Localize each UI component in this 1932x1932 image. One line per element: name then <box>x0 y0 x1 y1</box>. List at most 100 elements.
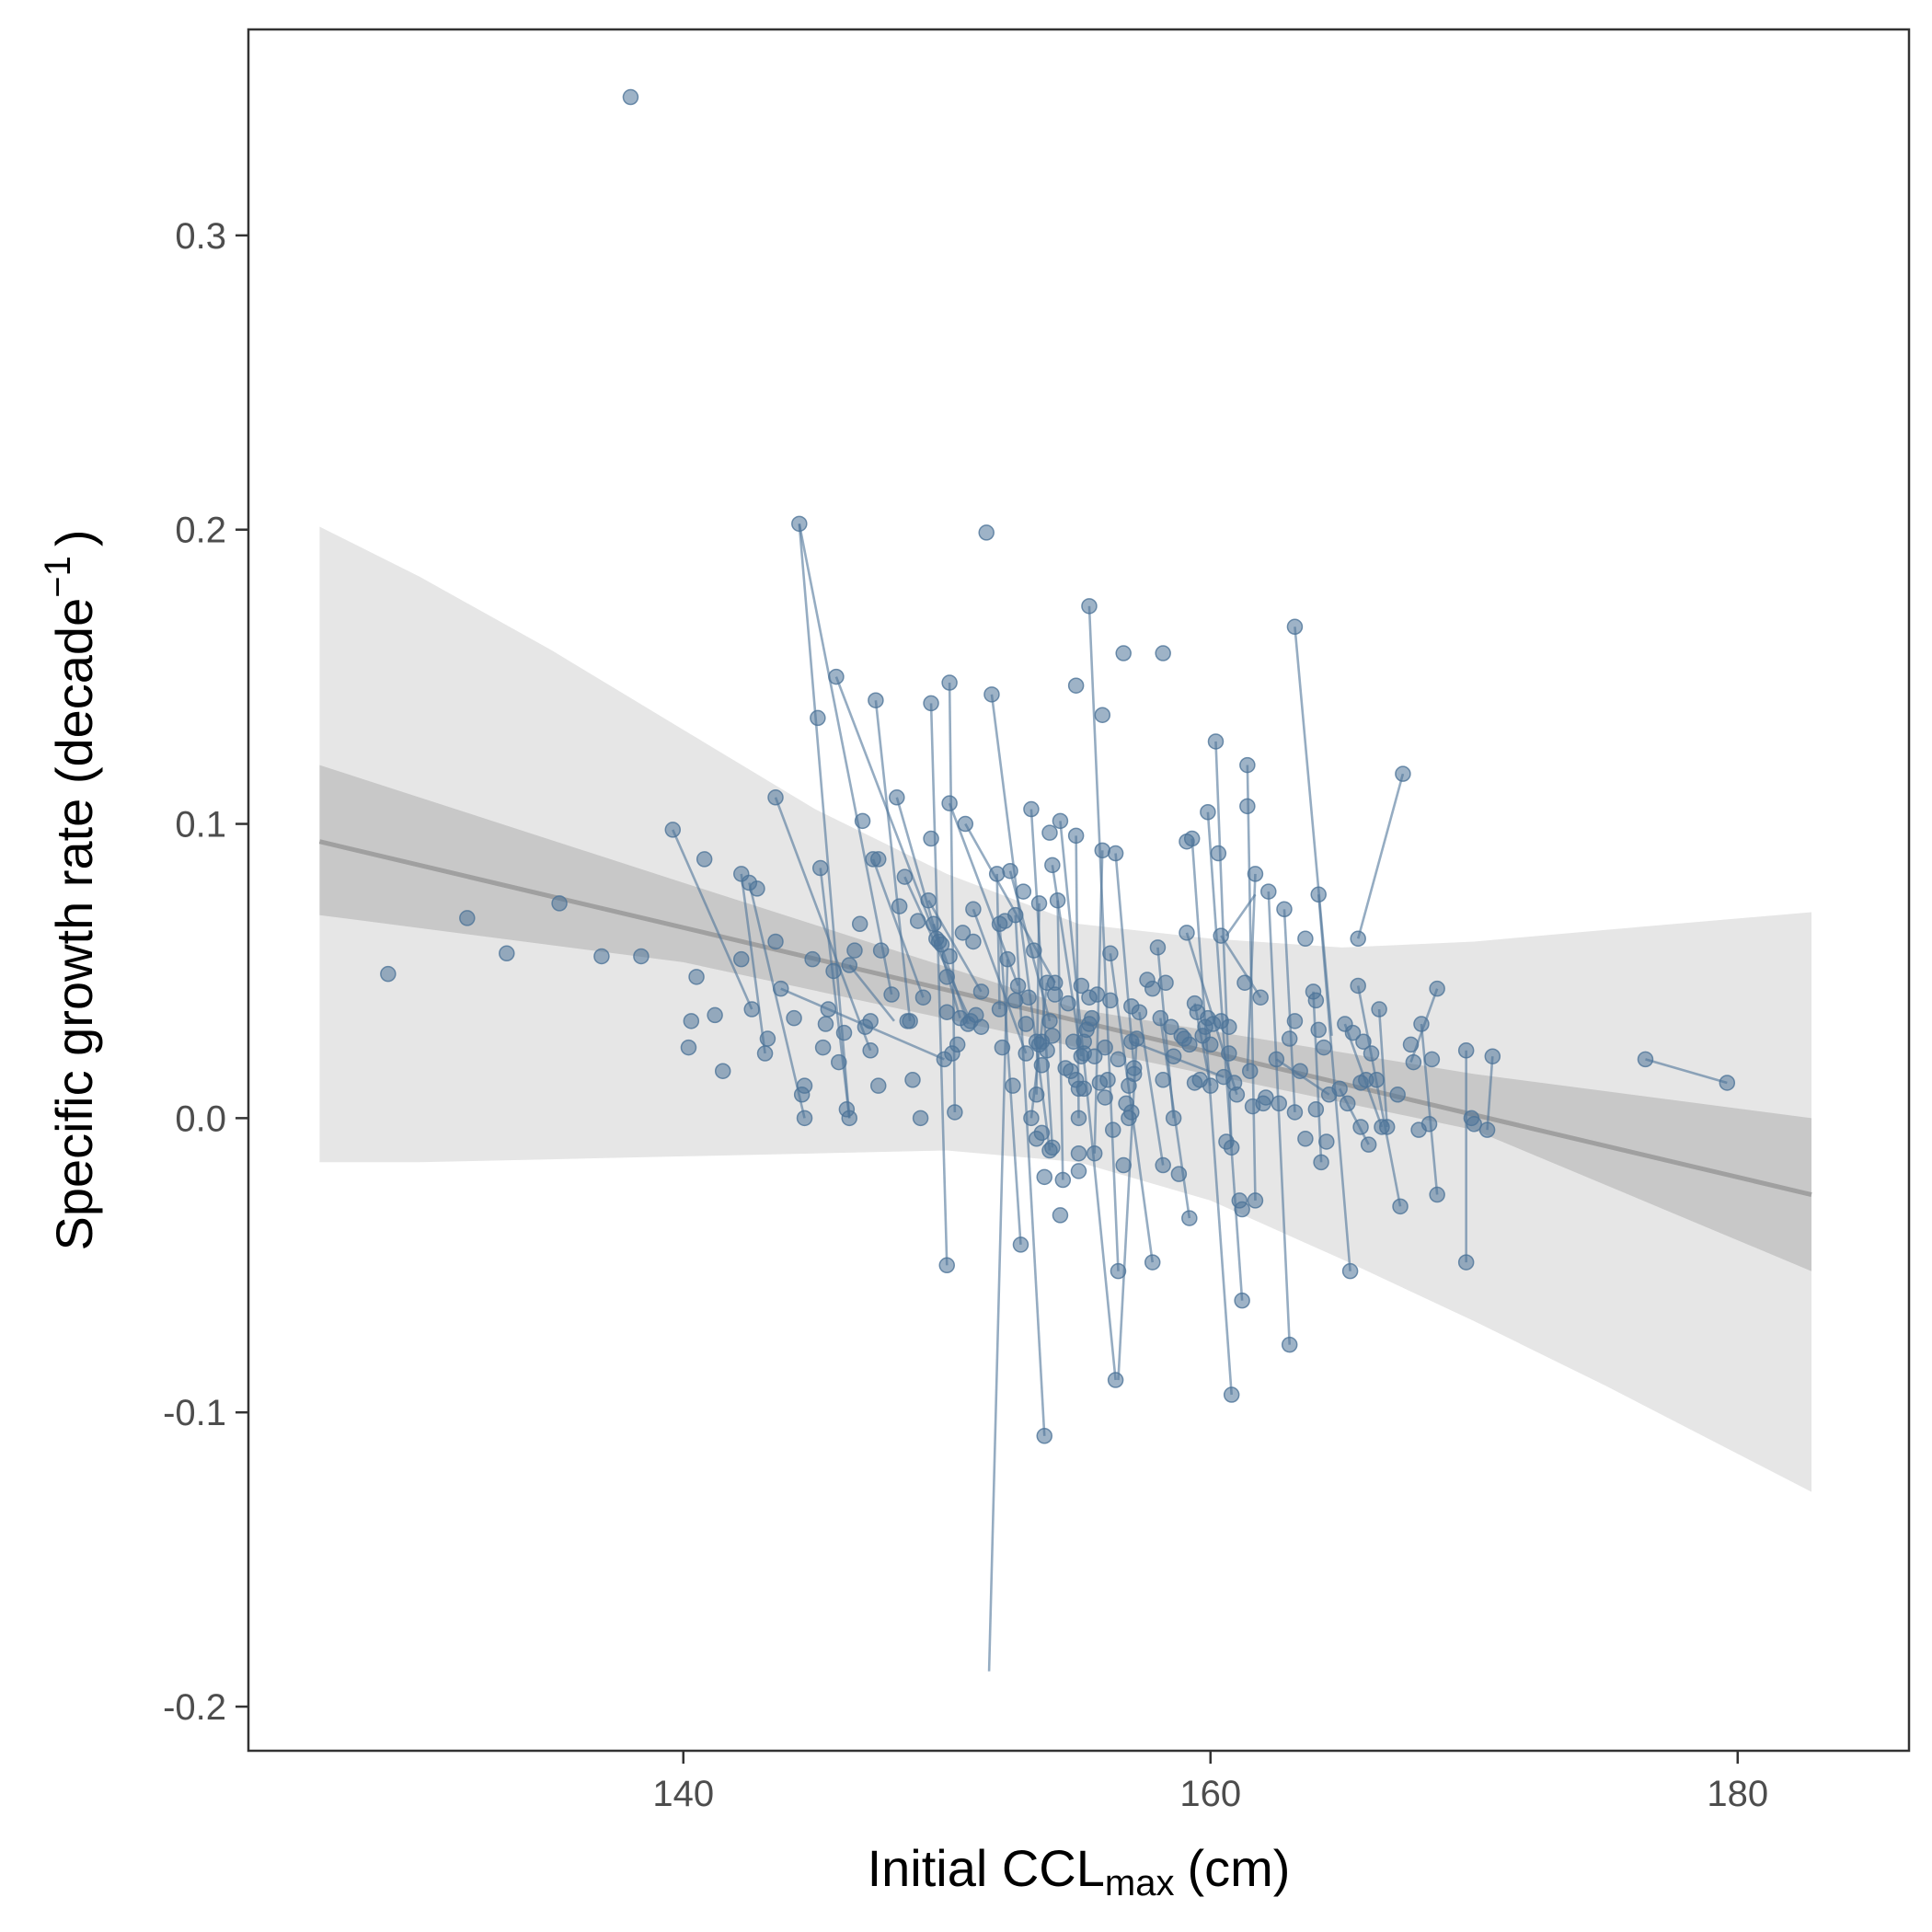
individual-track-line <box>1246 873 1257 1072</box>
data-point <box>1286 618 1304 636</box>
data-point <box>1015 883 1032 900</box>
y-tick-label: 0.0 <box>175 1098 226 1139</box>
data-point <box>851 915 868 933</box>
data-point <box>870 851 887 868</box>
data-point <box>767 789 784 806</box>
data-point <box>1310 1021 1327 1039</box>
data-point <box>633 948 650 965</box>
x-axis-title-subscript: max <box>1105 1863 1175 1903</box>
data-point <box>1036 1168 1053 1186</box>
data-point <box>1413 1016 1430 1032</box>
y-axis-title-superscript: −1 <box>38 556 78 598</box>
individual-track-line <box>1312 991 1323 1163</box>
data-point <box>972 983 990 1000</box>
data-point <box>831 1053 847 1071</box>
data-point <box>1020 989 1037 1006</box>
data-point <box>1307 1101 1325 1118</box>
data-point <box>902 1013 918 1029</box>
data-point <box>1073 977 1090 995</box>
data-point <box>957 815 974 833</box>
data-point <box>1210 845 1227 862</box>
data-point <box>820 1001 837 1018</box>
data-point <box>1368 1072 1386 1088</box>
data-point <box>1637 1051 1654 1068</box>
data-point <box>954 925 972 941</box>
data-point <box>1030 895 1048 912</box>
data-point <box>999 950 1016 968</box>
individual-track-line <box>1117 1038 1138 1381</box>
data-point <box>949 1036 966 1053</box>
data-point <box>1484 1048 1501 1064</box>
data-point <box>1181 1210 1198 1226</box>
data-point <box>1360 1136 1377 1153</box>
data-point <box>904 1072 921 1088</box>
x-axis-ticks: 140 160 180 <box>652 1751 1768 1814</box>
data-point <box>593 948 610 965</box>
data-point <box>1429 980 1445 997</box>
data-point <box>1286 1013 1304 1029</box>
data-point <box>814 1039 832 1056</box>
data-point <box>1341 1262 1359 1280</box>
y-tick-label: -0.1 <box>163 1393 226 1433</box>
data-point <box>707 1006 723 1024</box>
data-point <box>938 1004 955 1020</box>
individual-track-line <box>1190 838 1233 1396</box>
y-axis-ticks: -0.2 -0.1 0.0 0.1 0.2 0.3 <box>163 216 248 1728</box>
data-point <box>1041 1013 1058 1029</box>
data-point <box>1125 1060 1143 1076</box>
data-point <box>1107 845 1124 862</box>
data-point <box>683 1013 700 1029</box>
individual-track-line <box>871 858 925 998</box>
individual-track-line <box>1377 1008 1389 1128</box>
data-point <box>1405 1053 1422 1071</box>
individual-track-line <box>1225 893 1257 937</box>
data-point <box>1281 1336 1298 1353</box>
data-point <box>1128 1030 1145 1047</box>
data-point <box>1316 1039 1332 1056</box>
data-point <box>767 933 784 950</box>
data-point <box>1363 1045 1380 1062</box>
data-point <box>1152 1009 1169 1027</box>
data-point <box>1070 1144 1087 1162</box>
data-point <box>1123 1104 1140 1121</box>
data-point <box>1149 939 1167 956</box>
data-point <box>1102 992 1119 1009</box>
x-tick-label: 180 <box>1707 1774 1768 1814</box>
data-point <box>914 989 932 1006</box>
data-point <box>1268 1051 1285 1068</box>
data-point <box>664 822 682 838</box>
data-point <box>1392 1198 1409 1215</box>
data-point <box>923 830 939 847</box>
y-tick-label: 0.3 <box>175 216 226 257</box>
data-point <box>1170 1166 1188 1182</box>
x-axis-title: Initial CCLmax (cm) <box>868 1839 1291 1903</box>
data-point <box>1223 1386 1240 1403</box>
data-point <box>883 986 900 1003</box>
individual-track-line <box>1645 1058 1728 1085</box>
data-point <box>896 868 914 885</box>
data-point <box>1239 798 1256 815</box>
y-tick-label: 0.1 <box>175 805 226 845</box>
data-point <box>938 969 955 985</box>
data-point <box>499 945 515 962</box>
data-point <box>380 965 397 983</box>
data-point <box>1429 1186 1445 1203</box>
data-point <box>1344 1024 1362 1041</box>
y-axis-title-suffix: ) <box>45 530 103 547</box>
data-point <box>1084 1009 1100 1027</box>
data-point <box>835 1024 853 1041</box>
data-point <box>1331 1080 1348 1098</box>
data-point <box>756 1045 774 1062</box>
data-point <box>817 1016 834 1032</box>
individual-track-line <box>774 797 872 1052</box>
data-point <box>1223 1139 1240 1156</box>
data-point <box>1228 1087 1246 1103</box>
data-point <box>1086 1048 1103 1064</box>
data-point <box>846 942 863 959</box>
individual-track-line <box>1420 1023 1439 1195</box>
individual-track-line <box>987 959 1009 1672</box>
data-point <box>1179 925 1195 941</box>
data-point <box>804 950 821 968</box>
data-point <box>1313 1154 1329 1171</box>
data-point <box>1088 986 1106 1003</box>
